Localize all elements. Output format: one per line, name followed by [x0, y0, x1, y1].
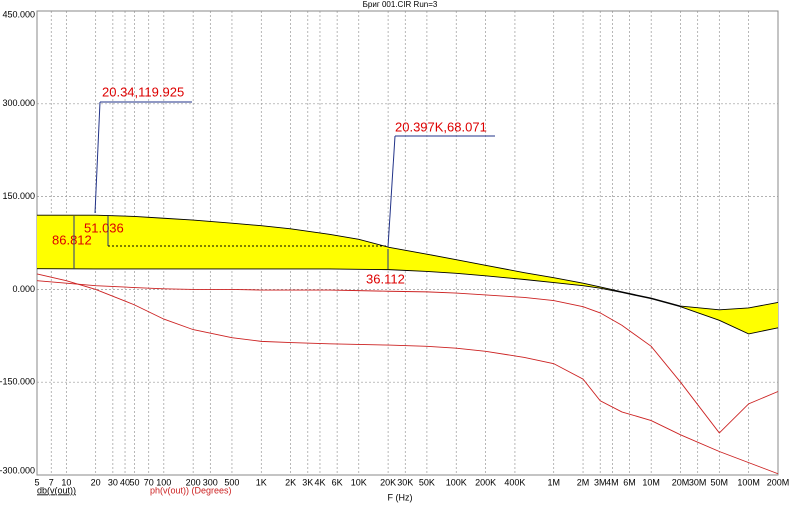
x-tick-label: 4M — [606, 477, 619, 487]
leader-line — [94, 101, 101, 214]
x-tick-label: 1M — [547, 477, 560, 487]
x-tick-label: 500 — [224, 477, 239, 487]
x-tick-label: 10K — [351, 477, 367, 487]
y-tick-label: -300.000 — [0, 465, 35, 475]
x-tick-label: 50K — [419, 477, 435, 487]
annotation: 20.397K,68.071 — [395, 119, 487, 134]
y-tick-label: 300.000 — [2, 98, 35, 108]
annotation: 20.34,119.925 — [102, 84, 184, 99]
x-tick-label: 40 — [120, 477, 130, 487]
x-tick-label: 50 — [129, 477, 139, 487]
x-tick-label: 100 — [156, 477, 171, 487]
x-tick-label: 400K — [504, 477, 525, 487]
x-tick-label: 10M — [642, 477, 660, 487]
annotation: 36.112 — [366, 271, 405, 286]
data-line — [36, 280, 779, 434]
x-tick-label: 200M — [767, 477, 790, 487]
x-tick-label: 100M — [737, 477, 760, 487]
x-tick-label: 6K — [332, 477, 343, 487]
x-tick-label: 4K — [314, 477, 325, 487]
x-tick-label: 2M — [577, 477, 590, 487]
x-tick-label: 50M — [711, 477, 729, 487]
x-tick-label: 20M — [672, 477, 690, 487]
x-tick-label: 1K — [256, 477, 267, 487]
x-tick-label: 30K — [397, 477, 413, 487]
x-tick-label: 3M — [594, 477, 607, 487]
annotation: 51.036 — [84, 220, 124, 235]
y-tick-label: -150.000 — [0, 377, 35, 387]
x-tick-label: 20K — [380, 477, 396, 487]
x-tick-label: 3K — [302, 477, 313, 487]
y-tick-label: 0.000 — [12, 284, 35, 294]
annotation: 86.812 — [52, 232, 92, 247]
leader-line — [387, 135, 396, 248]
x-tick-label: 70 — [144, 477, 154, 487]
x-tick-label: 30 — [108, 477, 118, 487]
legend-entry: ph(v(out)) (Degrees) — [150, 485, 232, 495]
x-tick-label: 100K — [446, 477, 467, 487]
x-tick-label: 200 — [186, 477, 201, 487]
y-tick-label: 450.000 — [2, 9, 35, 19]
x-tick-label: 6M — [623, 477, 636, 487]
x-tick-label: 7 — [49, 477, 54, 487]
chart-title: Бриг 001.CIR Run=3 — [363, 0, 438, 9]
band-fill — [37, 215, 778, 334]
data-line — [36, 268, 779, 335]
data-line — [37, 214, 779, 311]
x-tick-label: 5 — [34, 477, 39, 487]
x-tick-label: 2K — [285, 477, 296, 487]
x-tick-label: 30M — [689, 477, 707, 487]
data-line — [36, 273, 779, 475]
x-tick-label: 200K — [475, 477, 496, 487]
x-tick-label: 20 — [91, 477, 101, 487]
x-axis-label: F (Hz) — [388, 492, 413, 502]
x-tick-label: 10 — [61, 477, 71, 487]
x-tick-label: 300 — [203, 477, 218, 487]
legend-entry: db(v(out)) — [37, 485, 76, 495]
y-tick-label: 150.000 — [2, 191, 35, 201]
